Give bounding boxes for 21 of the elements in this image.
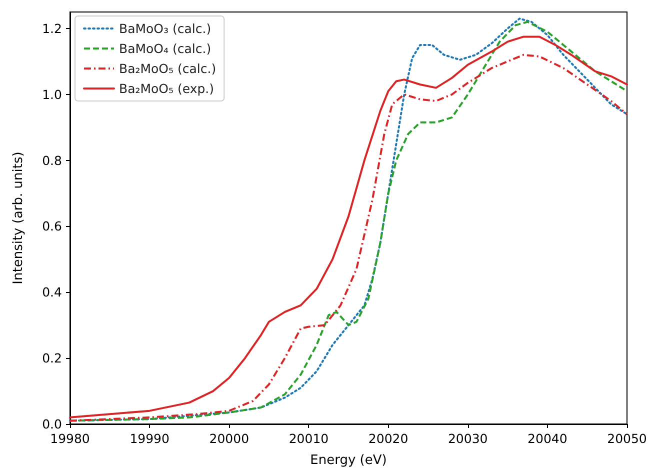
x-tick-label: 19990 (130, 431, 170, 446)
legend-label: Ba₂MoO₅ (exp.) (119, 81, 214, 96)
x-tick-label: 20050 (607, 431, 647, 446)
y-tick-label: 0.6 (42, 218, 62, 234)
y-tick-label: 0.8 (42, 152, 62, 168)
legend-label: BaMoO₃ (calc.) (119, 21, 212, 36)
y-tick-label: 1.2 (42, 20, 62, 36)
x-tick-label: 19980 (50, 431, 90, 446)
y-tick-label: 0.2 (42, 350, 62, 366)
x-tick-label: 20010 (288, 431, 329, 446)
x-tick-label: 20020 (368, 431, 408, 446)
x-tick-label: 20030 (448, 431, 488, 446)
x-tick-label: 20000 (209, 431, 250, 446)
x-tick-label: 20040 (528, 431, 568, 446)
y-tick-label: 1.0 (42, 86, 62, 102)
legend-label: BaMoO₄ (calc.) (119, 41, 212, 56)
x-axis-title: Energy (eV) (310, 453, 387, 468)
y-tick-label: 0.0 (42, 416, 62, 432)
legend-label: Ba₂MoO₅ (calc.) (119, 61, 216, 76)
y-axis-title: Intensity (arb. units) (11, 152, 26, 284)
y-tick-label: 0.4 (42, 284, 62, 300)
